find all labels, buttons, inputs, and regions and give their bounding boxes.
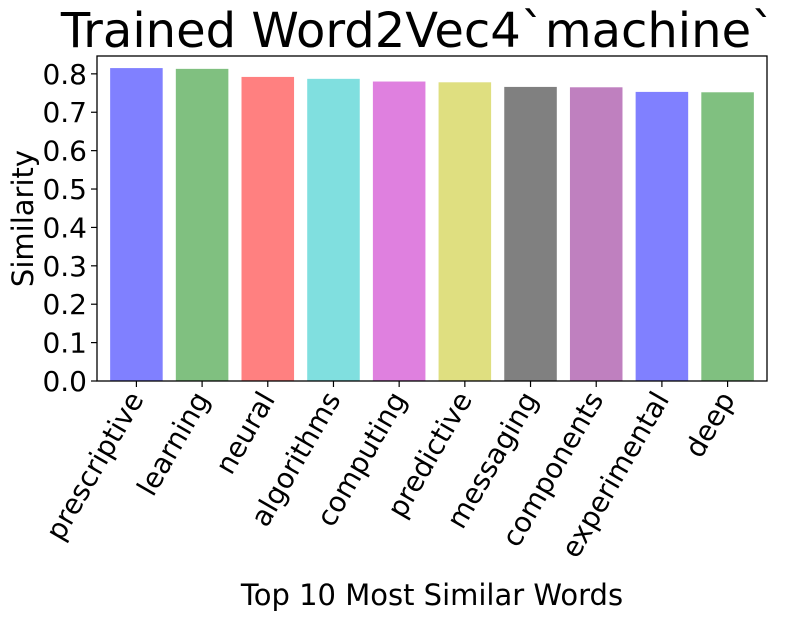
x-tick-label-deep: deep — [678, 386, 742, 463]
y-tick-label: 0.2 — [42, 288, 87, 321]
y-tick-label: 0.4 — [42, 211, 87, 244]
y-tick-label: 0.0 — [42, 365, 87, 398]
x-tick-label-neural: neural — [209, 386, 282, 480]
bar-algorithms — [307, 78, 360, 381]
y-tick-label: 0.6 — [42, 135, 87, 168]
y-axis: 0.0 0.1 0.2 0.3 0.4 0.5 0.6 0.7 0.8 — [42, 58, 97, 398]
x-tick-label-prescriptive: prescriptive — [39, 386, 150, 546]
bar-computing — [372, 81, 426, 381]
bar-components — [569, 87, 623, 381]
bar-neural — [241, 76, 295, 382]
y-tick-label: 0.1 — [42, 327, 87, 360]
bar-predictive — [438, 82, 492, 382]
x-axis: prescriptivelearningneuralalgorithmscomp… — [39, 381, 742, 563]
y-tick-label: 0.3 — [42, 250, 87, 283]
bar-experimental — [635, 91, 689, 382]
x-axis-label: Top 10 Most Similar Words — [240, 578, 623, 612]
y-tick-label: 0.8 — [42, 58, 87, 91]
bar-messaging — [504, 86, 557, 381]
y-tick-label: 0.7 — [42, 96, 87, 129]
bar-learning — [175, 68, 229, 382]
chart-title: Trained Word2Vec4`machine` — [60, 3, 775, 59]
y-axis-label: Similarity — [6, 150, 40, 287]
plot-frame — [96, 55, 768, 382]
bar-deep — [701, 92, 754, 381]
bars-group — [110, 68, 754, 382]
y-tick-label: 0.5 — [42, 173, 87, 206]
bar-prescriptive — [110, 68, 163, 381]
